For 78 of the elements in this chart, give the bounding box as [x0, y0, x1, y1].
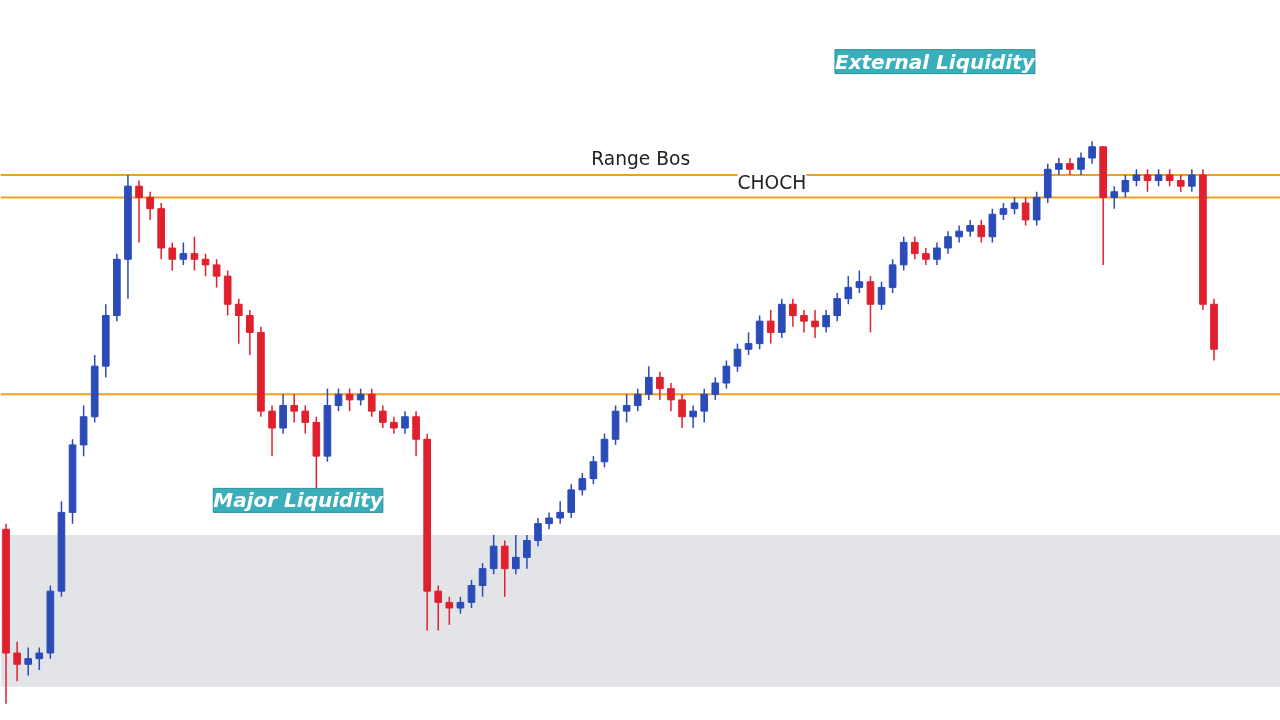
candlestick: [478, 562, 487, 598]
candlestick: [212, 258, 221, 289]
candlestick: [301, 404, 310, 435]
candlestick: [866, 275, 875, 334]
ref-line-label: Range Bos: [591, 147, 691, 169]
candlestick: [899, 236, 908, 272]
candlestick: [401, 410, 409, 435]
candlestick: [379, 404, 387, 429]
candlestick: [367, 387, 376, 418]
candlestick: [567, 483, 576, 519]
candlestick: [910, 236, 919, 260]
candlestick: [944, 230, 952, 255]
candlestick: [700, 387, 709, 424]
candlestick: [733, 342, 742, 373]
candlestick: [667, 382, 675, 412]
candlestick: [500, 539, 509, 598]
candlestick: [933, 241, 941, 266]
candlestick: [146, 191, 154, 221]
candlestick: [678, 393, 686, 429]
candlestick: [789, 297, 797, 328]
candlestick: [135, 179, 143, 244]
candlestick: [556, 500, 564, 525]
candlestick: [656, 371, 664, 401]
candlestick: [523, 534, 531, 570]
candlestick: [467, 579, 476, 609]
candlestick: [822, 309, 830, 334]
candlestick: [844, 275, 853, 305]
candlestick: [977, 219, 986, 244]
candlestick: [201, 252, 210, 277]
candlestick: [722, 359, 731, 390]
candlestick: [1143, 168, 1152, 193]
candlestick: [855, 269, 864, 294]
candlestick: [600, 432, 609, 469]
candlestick: [744, 331, 753, 356]
candlestick: [1021, 196, 1030, 227]
candlestick: [988, 207, 997, 244]
candlestick: [689, 404, 697, 429]
candlestick: [234, 297, 243, 345]
candlestick: [246, 309, 254, 356]
candlestick: [190, 236, 199, 272]
candlestick: [35, 646, 44, 671]
candlestick: [445, 596, 454, 626]
candlestick: [633, 387, 642, 412]
candlestick: [512, 534, 520, 575]
candlestick: [1110, 185, 1119, 210]
candlestick: [1088, 140, 1096, 165]
candlestick: [800, 309, 808, 334]
candlestick: [434, 584, 443, 632]
candlestick: [711, 376, 720, 401]
candlestick: [766, 309, 775, 345]
candlestick: [877, 281, 886, 311]
candlestick: [578, 472, 587, 497]
candlestick: [24, 646, 33, 677]
candlestick: [1121, 174, 1130, 199]
candlestick: [13, 641, 21, 682]
annotation: Major Liquidity: [213, 488, 384, 513]
candlestick: [534, 517, 542, 547]
candlestick: [489, 534, 498, 575]
text: External Liquidity: [834, 49, 1036, 74]
candlestick: [888, 258, 897, 294]
candlestick: [290, 393, 298, 424]
candlestick: [1188, 168, 1196, 193]
candlestick: [833, 292, 842, 322]
candlestick: [345, 387, 354, 412]
candlestick: [1077, 151, 1085, 176]
candlestick: [589, 455, 598, 485]
candlestick: [279, 393, 287, 435]
ref-line-label: CHOCH: [737, 172, 807, 194]
candlestick: [334, 387, 343, 412]
candlestick: [1032, 191, 1041, 227]
candlestick: [179, 241, 188, 266]
candlestick: [811, 309, 819, 339]
candlestick: [412, 410, 420, 457]
candlestick: [644, 365, 653, 401]
candlestick: [622, 393, 631, 424]
candlestick: [755, 314, 764, 350]
candlestick: [268, 404, 276, 457]
candlestick: [168, 241, 177, 272]
